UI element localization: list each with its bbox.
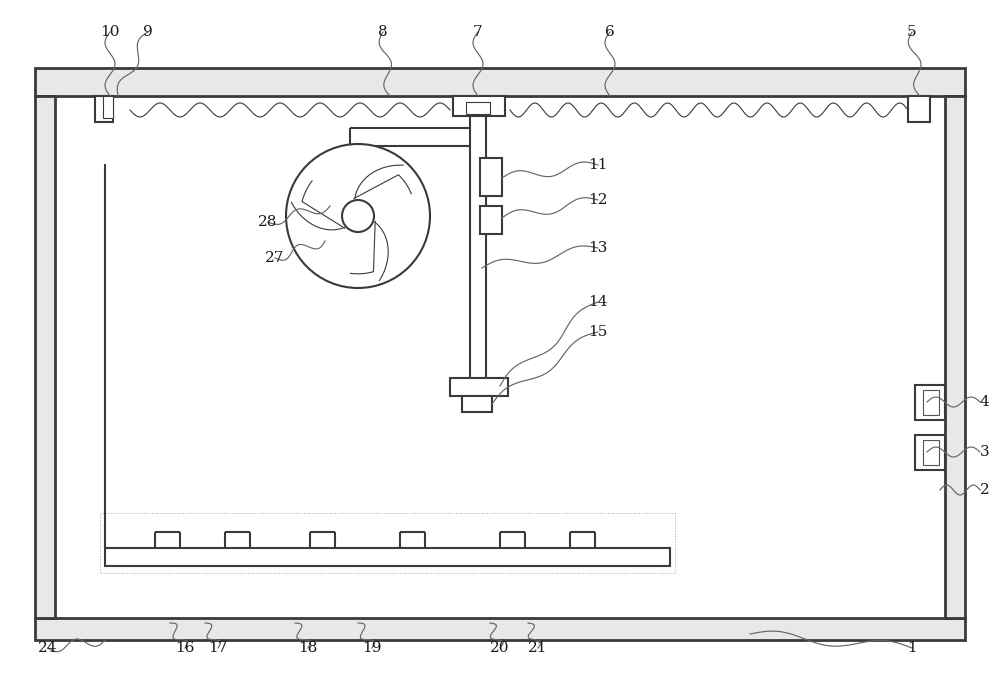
Bar	[450, 378, 508, 396]
Bar	[923, 390, 939, 415]
Text: 3: 3	[980, 445, 990, 459]
Text: 15: 15	[588, 325, 608, 339]
Text: 10: 10	[100, 25, 120, 39]
Bar	[915, 435, 945, 470]
Bar	[945, 96, 965, 618]
Bar	[480, 206, 502, 234]
Text: 8: 8	[378, 25, 388, 39]
Text: 27: 27	[265, 251, 285, 265]
Text: 4: 4	[980, 395, 990, 409]
Bar	[466, 102, 490, 114]
Text: 20: 20	[490, 641, 510, 655]
Bar	[915, 385, 945, 420]
Text: 9: 9	[143, 25, 153, 39]
Bar	[462, 396, 492, 412]
Bar	[100, 513, 675, 573]
Text: 28: 28	[258, 215, 278, 229]
Text: 11: 11	[588, 158, 608, 172]
Bar	[480, 158, 502, 196]
Bar	[35, 68, 965, 96]
Bar	[908, 96, 930, 122]
Bar	[453, 96, 505, 116]
Text: 12: 12	[588, 193, 608, 207]
Text: 18: 18	[298, 641, 318, 655]
Text: 17: 17	[208, 641, 228, 655]
Text: 5: 5	[907, 25, 917, 39]
Text: 2: 2	[980, 483, 990, 497]
Text: 7: 7	[473, 25, 483, 39]
Text: 13: 13	[588, 241, 608, 255]
Bar	[95, 96, 113, 122]
Text: 16: 16	[175, 641, 195, 655]
Text: 1: 1	[907, 641, 917, 655]
Circle shape	[286, 144, 430, 288]
Text: 24: 24	[38, 641, 58, 655]
Bar	[470, 116, 486, 386]
Text: 21: 21	[528, 641, 548, 655]
Bar	[35, 96, 55, 618]
Text: 6: 6	[605, 25, 615, 39]
Bar	[35, 618, 965, 640]
Text: 19: 19	[362, 641, 382, 655]
Bar	[105, 548, 670, 566]
Bar	[103, 96, 113, 118]
Bar	[923, 440, 939, 465]
Text: 14: 14	[588, 295, 608, 309]
Circle shape	[342, 200, 374, 232]
